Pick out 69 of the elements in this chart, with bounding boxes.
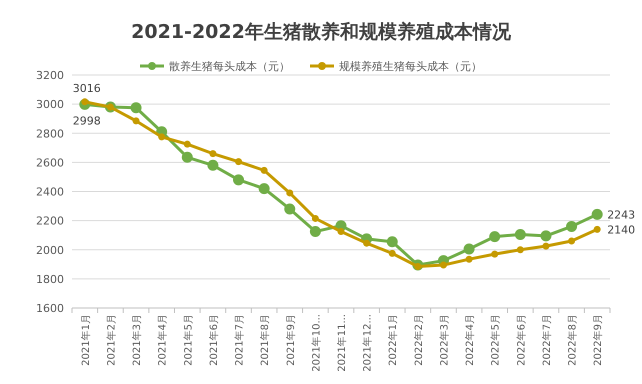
point (489, 231, 500, 242)
x-tick-label: 2022年4月 (464, 314, 476, 366)
data-label: 2998 (72, 114, 101, 128)
point (491, 250, 498, 258)
x-tick-label: 2021年12... (362, 314, 374, 372)
point (158, 133, 166, 140)
point (207, 160, 218, 171)
x-tick-label: 2022年6月 (515, 314, 528, 366)
legend-label: 散养生猪每头成本（元） (169, 60, 290, 73)
x-tick-label: 2021年4月 (156, 314, 169, 366)
point (386, 236, 398, 248)
y-tick-label: 2000 (36, 244, 64, 257)
point (235, 158, 242, 166)
point (286, 189, 294, 196)
point (514, 228, 526, 240)
y-tick-label: 2400 (36, 186, 64, 198)
point (233, 174, 244, 186)
point (338, 228, 344, 236)
x-tick-label: 2021年5月 (182, 314, 194, 366)
point (388, 250, 396, 257)
x-tick-label: 2022年1月 (387, 314, 400, 366)
x-tick-label: 2021年7月 (234, 314, 246, 366)
point (284, 203, 296, 214)
y-tick-label: 2200 (36, 214, 64, 228)
x-tick-label: 2022年9月 (592, 314, 604, 366)
x-tick-label: 2021年6月 (208, 314, 220, 366)
point (516, 246, 524, 254)
point (466, 256, 473, 263)
x-tick-label: 2021年3月 (131, 314, 144, 366)
point (132, 117, 140, 124)
x-tick-label: 2021年11... (336, 314, 348, 372)
legend-label: 规模养殖生猪每头成本（元） (339, 60, 482, 73)
y-tick-label: 1600 (36, 302, 64, 315)
x-tick-label: 2022年3月 (438, 314, 450, 366)
x-tick-label: 2021年2月 (105, 314, 118, 366)
point (209, 150, 216, 158)
point (260, 166, 268, 174)
chart-title: 2021-2022年生猪散养和规模养殖成本情况 (131, 21, 512, 43)
point (312, 214, 319, 222)
point (540, 230, 552, 242)
y-tick-label: 3000 (36, 98, 64, 112)
x-tick-label: 2021年9月 (284, 314, 297, 366)
data-label: 2243 (607, 208, 636, 222)
y-tick-label: 3200 (36, 69, 64, 82)
data-label: 2140 (607, 223, 636, 236)
point (542, 242, 550, 250)
y-tick-label: 1800 (36, 272, 64, 286)
point (566, 220, 578, 232)
point (130, 102, 142, 114)
x-tick-label: 2022年7月 (540, 314, 553, 366)
point (258, 183, 270, 194)
point (440, 262, 447, 269)
y-tick-label: 2800 (36, 127, 64, 140)
x-tick-label: 2022年2月 (412, 314, 425, 366)
x-tick-label: 2021年10... (310, 314, 322, 372)
point (363, 240, 370, 247)
point (592, 208, 603, 220)
x-tick-label: 2022年5月 (490, 314, 502, 366)
data-label: 3016 (72, 82, 101, 95)
x-tick-label: 2021年1月 (80, 314, 92, 366)
point (184, 140, 191, 148)
point (310, 226, 321, 238)
y-tick-label: 2600 (36, 156, 64, 170)
point (182, 152, 193, 163)
x-tick-label: 2022年8月 (566, 314, 579, 366)
point (568, 238, 576, 245)
point (594, 226, 601, 233)
x-tick-label: 2021年8月 (259, 314, 272, 366)
point (464, 244, 475, 255)
